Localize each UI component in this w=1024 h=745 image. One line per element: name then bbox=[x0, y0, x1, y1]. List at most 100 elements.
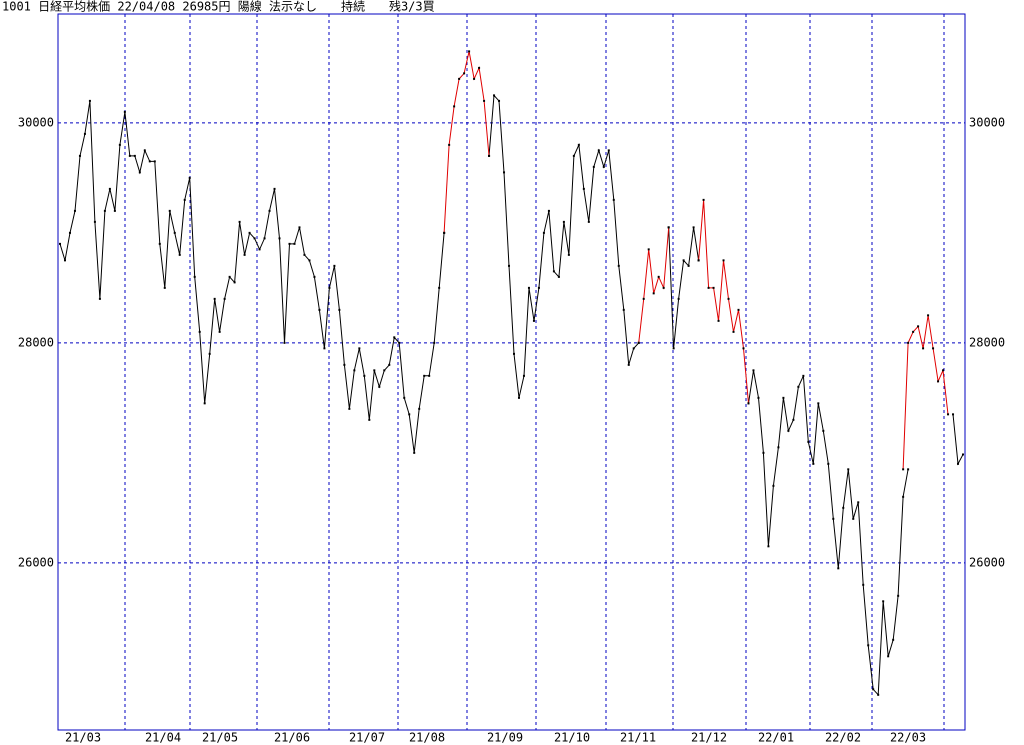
x-tick-label: 21/09 bbox=[487, 731, 523, 745]
price-point bbox=[238, 220, 241, 223]
price-point bbox=[517, 396, 520, 399]
price-point bbox=[253, 237, 256, 240]
price-point bbox=[108, 187, 111, 190]
price-point bbox=[602, 165, 605, 168]
price-point bbox=[193, 275, 196, 278]
price-point bbox=[398, 341, 401, 344]
price-point bbox=[727, 297, 730, 300]
price-point bbox=[597, 149, 600, 152]
price-point bbox=[188, 176, 191, 179]
price-point bbox=[617, 264, 620, 267]
price-point bbox=[512, 352, 515, 355]
price-point bbox=[852, 517, 855, 520]
price-point bbox=[263, 237, 266, 240]
price-point bbox=[567, 253, 570, 256]
price-point bbox=[542, 231, 545, 234]
price-point bbox=[133, 154, 136, 157]
price-point bbox=[73, 209, 76, 212]
price-point bbox=[572, 154, 575, 157]
price-point bbox=[313, 275, 316, 278]
price-point bbox=[243, 253, 246, 256]
price-point bbox=[303, 253, 306, 256]
price-point bbox=[59, 242, 61, 245]
price-point bbox=[468, 50, 471, 53]
price-point bbox=[83, 132, 86, 135]
price-point bbox=[827, 462, 830, 465]
price-point bbox=[832, 517, 835, 520]
price-point bbox=[627, 363, 630, 366]
price-point bbox=[368, 418, 371, 421]
x-tick-label: 22/01 bbox=[758, 731, 794, 745]
price-point bbox=[537, 286, 540, 289]
price-point bbox=[882, 600, 885, 603]
price-point bbox=[887, 655, 890, 658]
price-line bbox=[59, 94, 964, 697]
price-point bbox=[927, 314, 930, 317]
price-point bbox=[423, 374, 426, 377]
price-point bbox=[912, 330, 915, 333]
price-point bbox=[233, 281, 236, 284]
y-tick-label-right: 26000 bbox=[969, 555, 1005, 569]
price-point bbox=[622, 308, 625, 311]
price-point bbox=[413, 451, 416, 454]
price-point bbox=[907, 468, 910, 471]
price-point bbox=[168, 209, 171, 212]
price-point bbox=[208, 352, 211, 355]
price-point bbox=[328, 286, 331, 289]
price-point bbox=[453, 105, 456, 108]
price-point bbox=[478, 66, 481, 69]
price-point bbox=[612, 198, 615, 201]
price-point bbox=[682, 259, 685, 262]
price-point bbox=[258, 248, 261, 251]
price-point bbox=[652, 292, 655, 295]
price-point bbox=[607, 149, 610, 152]
price-point bbox=[148, 160, 151, 163]
price-point bbox=[128, 154, 131, 157]
price-point bbox=[717, 319, 720, 322]
y-tick-label: 28000 bbox=[18, 335, 54, 349]
price-point bbox=[153, 160, 156, 163]
price-point bbox=[223, 297, 226, 300]
price-point bbox=[907, 341, 910, 344]
x-tick-label: 21/03 bbox=[65, 731, 101, 745]
price-point bbox=[522, 374, 525, 377]
price-point bbox=[902, 495, 905, 498]
price-point bbox=[697, 259, 700, 262]
x-tick-label: 21/10 bbox=[554, 731, 590, 745]
price-point bbox=[872, 688, 875, 691]
price-point bbox=[752, 369, 755, 372]
price-point bbox=[797, 385, 800, 388]
price-point bbox=[932, 347, 935, 350]
price-point bbox=[463, 72, 466, 75]
x-tick-label: 21/12 bbox=[691, 731, 727, 745]
price-point bbox=[747, 402, 750, 405]
price-point bbox=[762, 451, 765, 454]
price-point bbox=[802, 374, 805, 377]
price-point bbox=[418, 407, 421, 410]
price-point bbox=[692, 226, 695, 229]
price-point bbox=[378, 385, 381, 388]
price-point bbox=[647, 248, 650, 251]
price-point bbox=[483, 99, 486, 102]
price-point bbox=[433, 341, 436, 344]
price-point bbox=[812, 462, 815, 465]
x-tick-label: 21/04 bbox=[145, 731, 181, 745]
price-point bbox=[937, 380, 940, 383]
price-point bbox=[493, 94, 496, 97]
price-point bbox=[123, 110, 126, 113]
price-point bbox=[213, 297, 216, 300]
price-point bbox=[438, 286, 441, 289]
price-point bbox=[857, 501, 860, 504]
price-point bbox=[577, 143, 580, 146]
price-point bbox=[862, 583, 865, 586]
price-point bbox=[902, 468, 905, 471]
price-point bbox=[268, 209, 271, 212]
price-point bbox=[942, 369, 945, 372]
price-point bbox=[957, 462, 960, 465]
price-point bbox=[373, 369, 376, 372]
price-point bbox=[78, 154, 81, 157]
y-tick-label-right: 30000 bbox=[969, 115, 1005, 129]
price-point bbox=[637, 341, 640, 344]
price-point bbox=[408, 413, 411, 416]
price-point bbox=[592, 165, 595, 168]
